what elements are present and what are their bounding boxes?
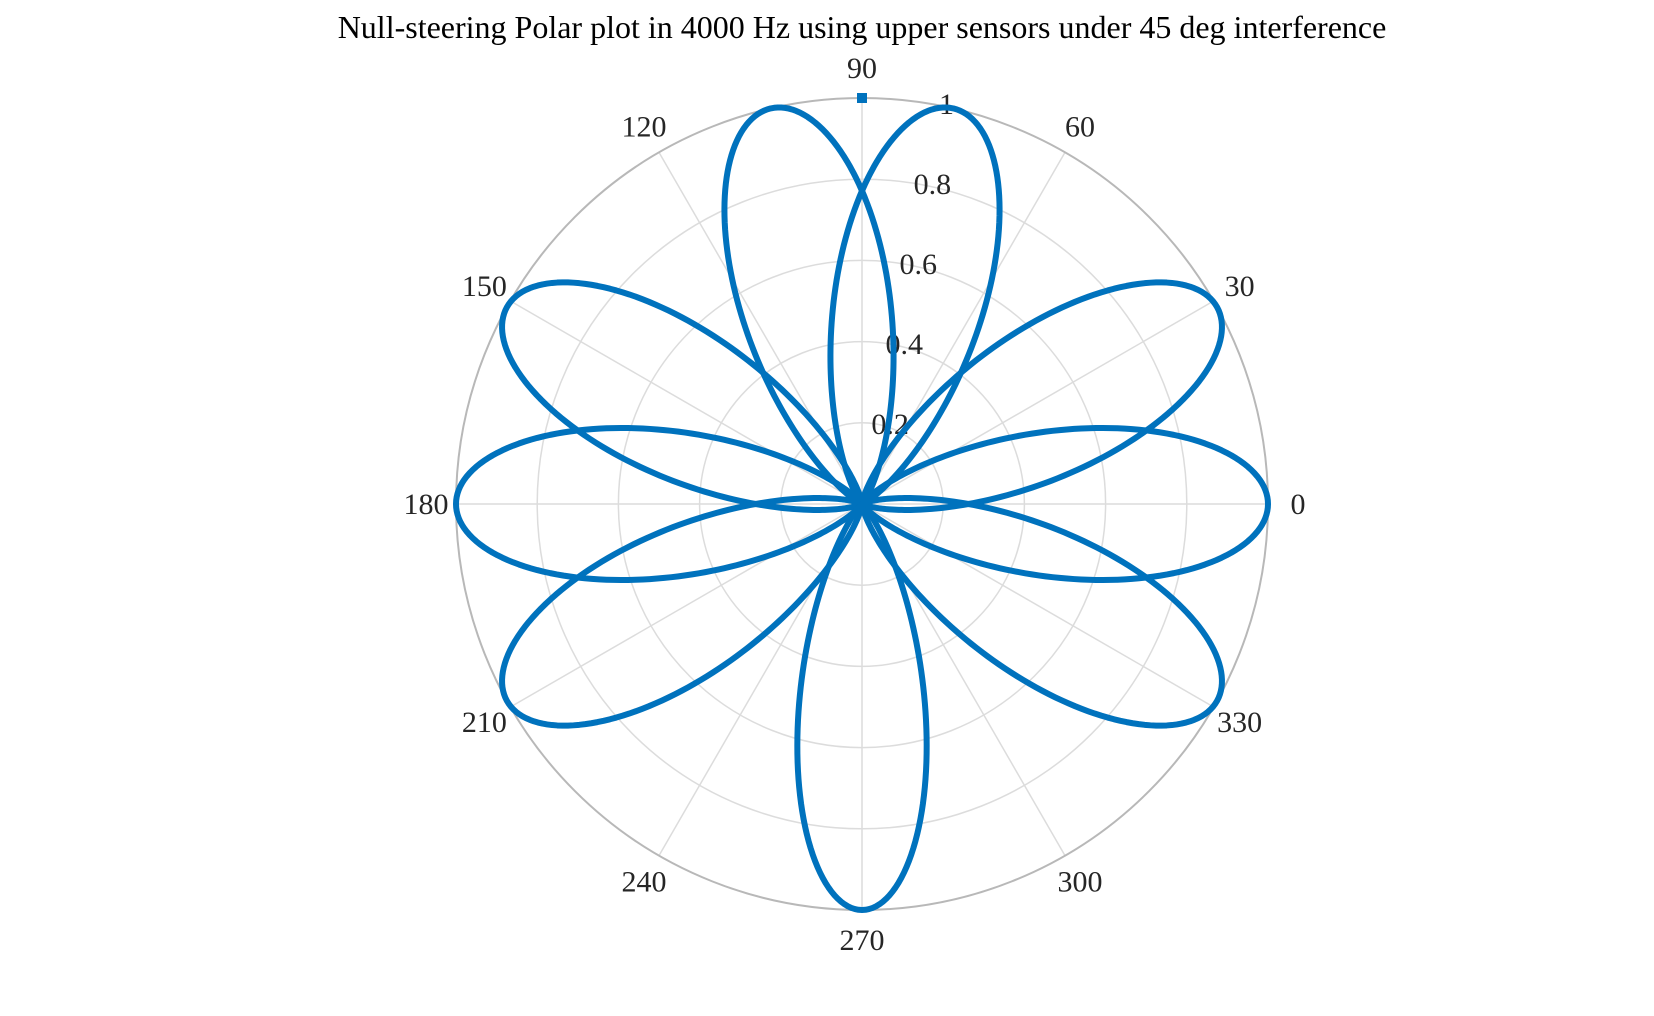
theta-tick-label: 90 — [847, 52, 877, 85]
grid-spoke-150 — [510, 300, 863, 505]
theta-tick-label: 150 — [462, 270, 507, 303]
theta-tick-label: 120 — [622, 110, 667, 143]
series-lobe-8 — [858, 495, 1225, 729]
grid-spoke-210 — [510, 503, 863, 708]
chart-title: Null-steering Polar plot in 4000 Hz usin… — [338, 9, 1387, 45]
r-tick-label: 0.8 — [914, 168, 952, 201]
theta-tick-label: 60 — [1065, 110, 1095, 143]
theta-tick-label: 180 — [404, 488, 449, 521]
theta-tick-label: 30 — [1225, 270, 1255, 303]
series-lobe-4 — [499, 279, 866, 513]
theta-tick-label: 300 — [1058, 866, 1103, 899]
theta-tick-label: 330 — [1217, 706, 1262, 739]
grid-spoke-30 — [861, 300, 1214, 505]
data-marker — [857, 93, 867, 103]
theta-tick-label: 270 — [840, 924, 885, 957]
grid-spoke-330 — [861, 503, 1214, 708]
theta-tick-label: 0 — [1291, 488, 1306, 521]
plot-area — [453, 93, 1271, 913]
series-lobe-7 — [794, 501, 930, 913]
theta-tick-label: 240 — [622, 866, 667, 899]
theta-tick-label: 210 — [462, 706, 507, 739]
r-tick-label: 0.6 — [900, 248, 938, 281]
angular-tick-labels: 0 30 60 90 120 150 180 210 240 270 300 330 — [404, 52, 1306, 957]
series-lobe-1 — [858, 279, 1225, 513]
series-lobe-6 — [499, 495, 866, 729]
